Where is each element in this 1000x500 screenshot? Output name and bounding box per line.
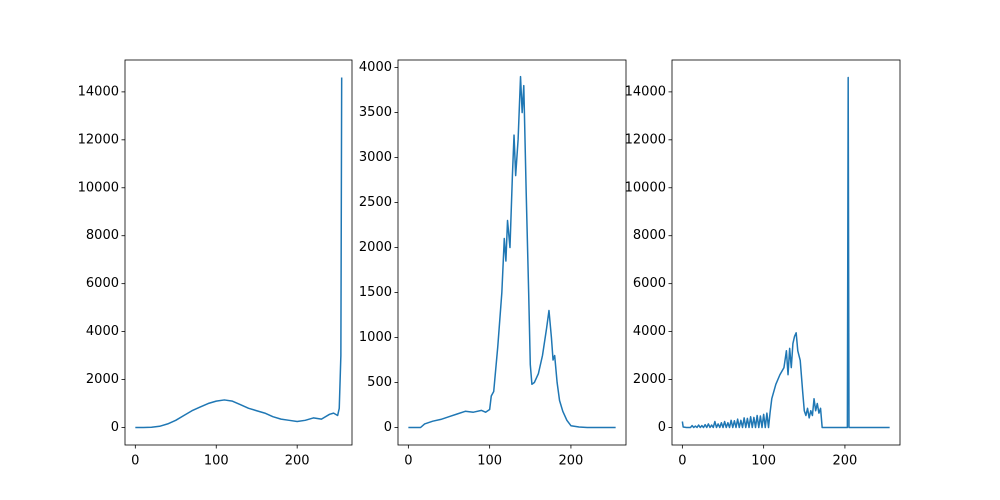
y-tick-label: 12000 [625,132,666,147]
axes-frame [397,59,627,446]
y-tick-label: 10000 [625,180,666,195]
y-tick-label: 0 [111,420,119,435]
x-tick-label: 0 [678,454,686,469]
y-tick-label: 2000 [633,372,666,387]
x-tick-label: 0 [131,454,139,469]
data-line [135,77,343,429]
y-tick-label: 2000 [86,372,119,387]
x-tick-label: 100 [204,454,229,469]
y-tick-label: 0 [658,420,666,435]
y-tick-label: 6000 [86,276,119,291]
y-tick-label: 1500 [359,285,392,300]
y-tick-label: 8000 [86,228,119,243]
data-line [408,75,616,429]
y-tick-label: 4000 [359,60,392,75]
y-tick-label: 4000 [86,324,119,339]
y-tick-label: 12000 [78,132,119,147]
y-tick-label: 500 [367,375,392,390]
y-tick-label: 1000 [359,330,392,345]
x-tick-label: 200 [833,454,858,469]
y-tick-label: 3500 [359,105,392,120]
y-tick-label: 2500 [359,195,392,210]
y-tick-label: 14000 [78,84,119,99]
axes-frame [671,59,901,446]
x-tick-label: 200 [559,454,584,469]
y-tick-label: 6000 [633,276,666,291]
y-tick-label: 14000 [625,84,666,99]
x-tick-label: 100 [477,454,502,469]
y-tick-label: 3000 [359,150,392,165]
y-tick-label: 4000 [633,324,666,339]
x-tick-label: 100 [751,454,776,469]
y-tick-label: 8000 [633,228,666,243]
axes-frame [124,59,353,446]
y-tick-label: 10000 [78,180,119,195]
y-tick-label: 2000 [359,240,392,255]
data-line [681,76,890,429]
x-tick-label: 0 [404,454,412,469]
x-tick-label: 200 [285,454,310,469]
y-tick-label: 0 [384,420,392,435]
